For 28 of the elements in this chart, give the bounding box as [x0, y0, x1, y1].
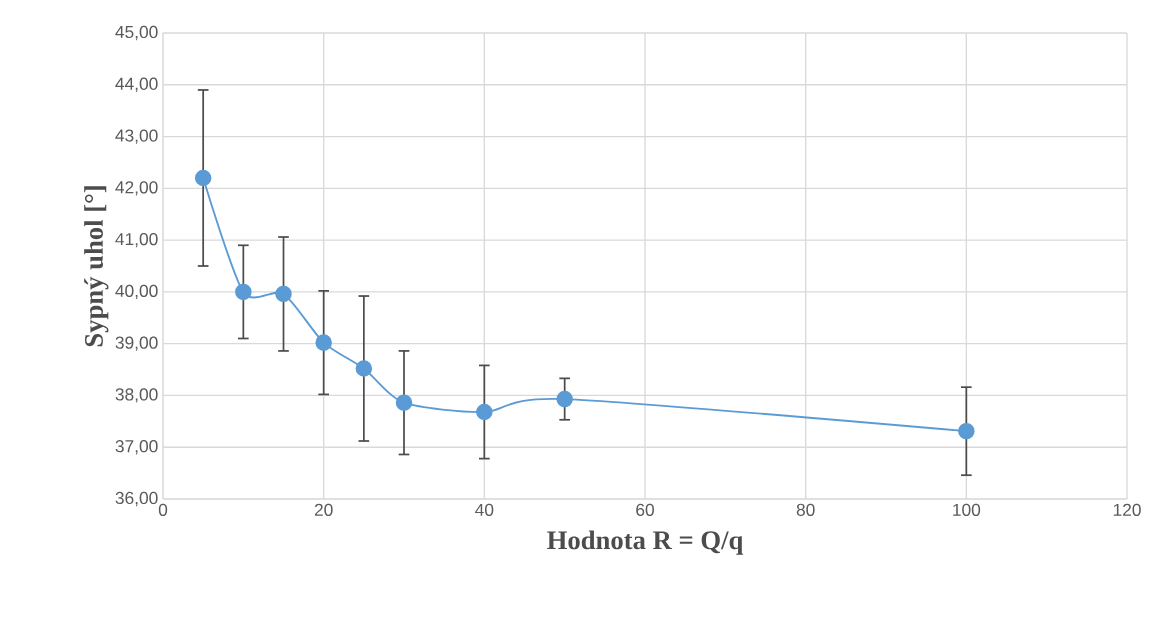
point: [315, 334, 332, 351]
x-tick-label: 80: [796, 503, 815, 516]
x-tick-label: 40: [475, 503, 494, 516]
y-tick-label: 42,00: [115, 181, 158, 196]
point: [355, 360, 373, 377]
x-tick-label: 0: [158, 503, 168, 516]
y-tick-label: 41,00: [115, 232, 158, 248]
y-tick-label: 45,00: [115, 25, 158, 41]
point: [194, 169, 212, 187]
x-tick-label: 20: [314, 503, 333, 516]
y-tick-label: 39,00: [115, 336, 158, 351]
y-tick-label: 36,00: [115, 491, 158, 507]
point: [556, 390, 573, 408]
y-tick-label: 44,00: [115, 77, 158, 92]
x-tick-label: 120: [1113, 503, 1141, 516]
y-axis-title: Sypný uhol [°]: [84, 186, 109, 347]
x-tick-label: 60: [636, 503, 654, 516]
point: [476, 403, 493, 421]
point: [275, 285, 292, 303]
point: [235, 283, 252, 301]
y-tick-label: 37,00: [115, 440, 158, 455]
y-tick-label: 38,00: [115, 388, 158, 403]
x-tick-label: 100: [953, 503, 981, 516]
x-axis-title: Hodnota R = Q/q: [547, 530, 744, 555]
y-tick-label: 40,00: [115, 284, 158, 300]
point: [958, 422, 975, 440]
y-tick-label: 43,00: [115, 129, 158, 144]
point: [395, 394, 413, 411]
